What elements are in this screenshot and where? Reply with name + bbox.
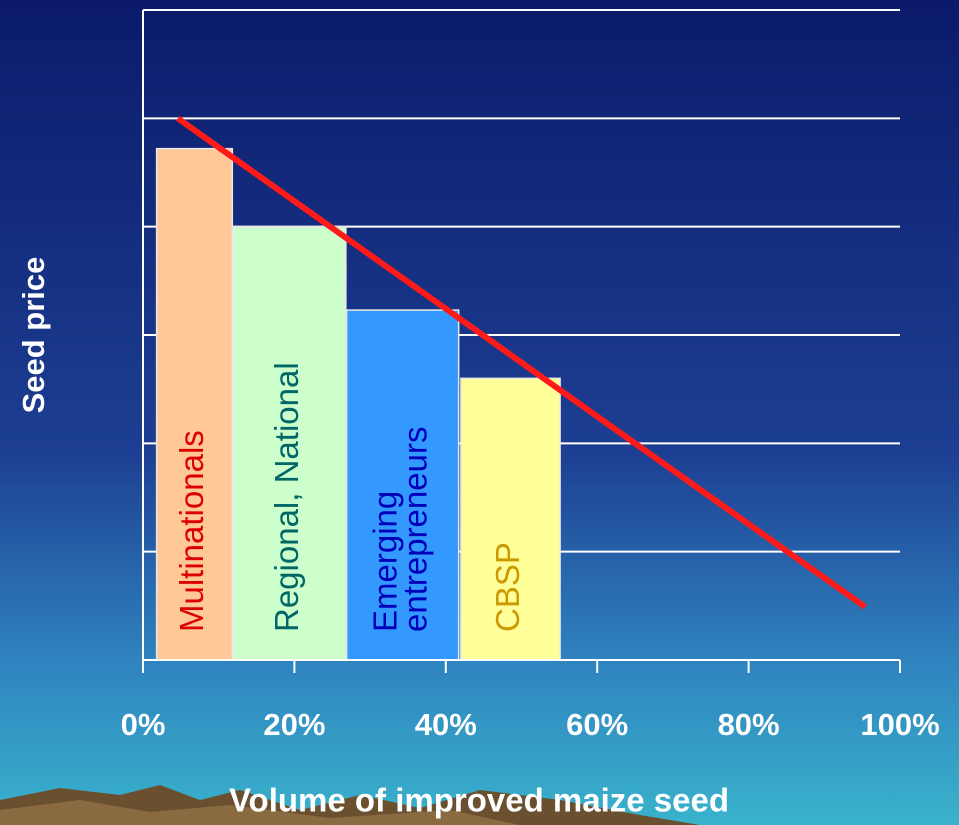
x-tick-label: 0% <box>121 707 166 742</box>
x-tick-label: 60% <box>566 707 628 742</box>
bar-label: Regional, National <box>268 362 305 632</box>
x-tick-label: 20% <box>263 707 325 742</box>
chart: Volume of improved maize seed Seed price… <box>0 0 959 825</box>
bar-label: Multinationals <box>173 430 210 632</box>
y-axis-title: Seed price <box>16 257 51 414</box>
x-tick-label: 80% <box>718 707 780 742</box>
x-tick-label: 40% <box>415 707 477 742</box>
x-axis-title: Volume of improved maize seed <box>229 782 729 819</box>
bar-label: CBSP <box>489 542 526 632</box>
bar-label: entrepreneurs <box>396 427 433 632</box>
page: {"chart_data": { "type": "bar", "x_label… <box>0 0 959 825</box>
x-tick-label: 100% <box>860 707 939 742</box>
